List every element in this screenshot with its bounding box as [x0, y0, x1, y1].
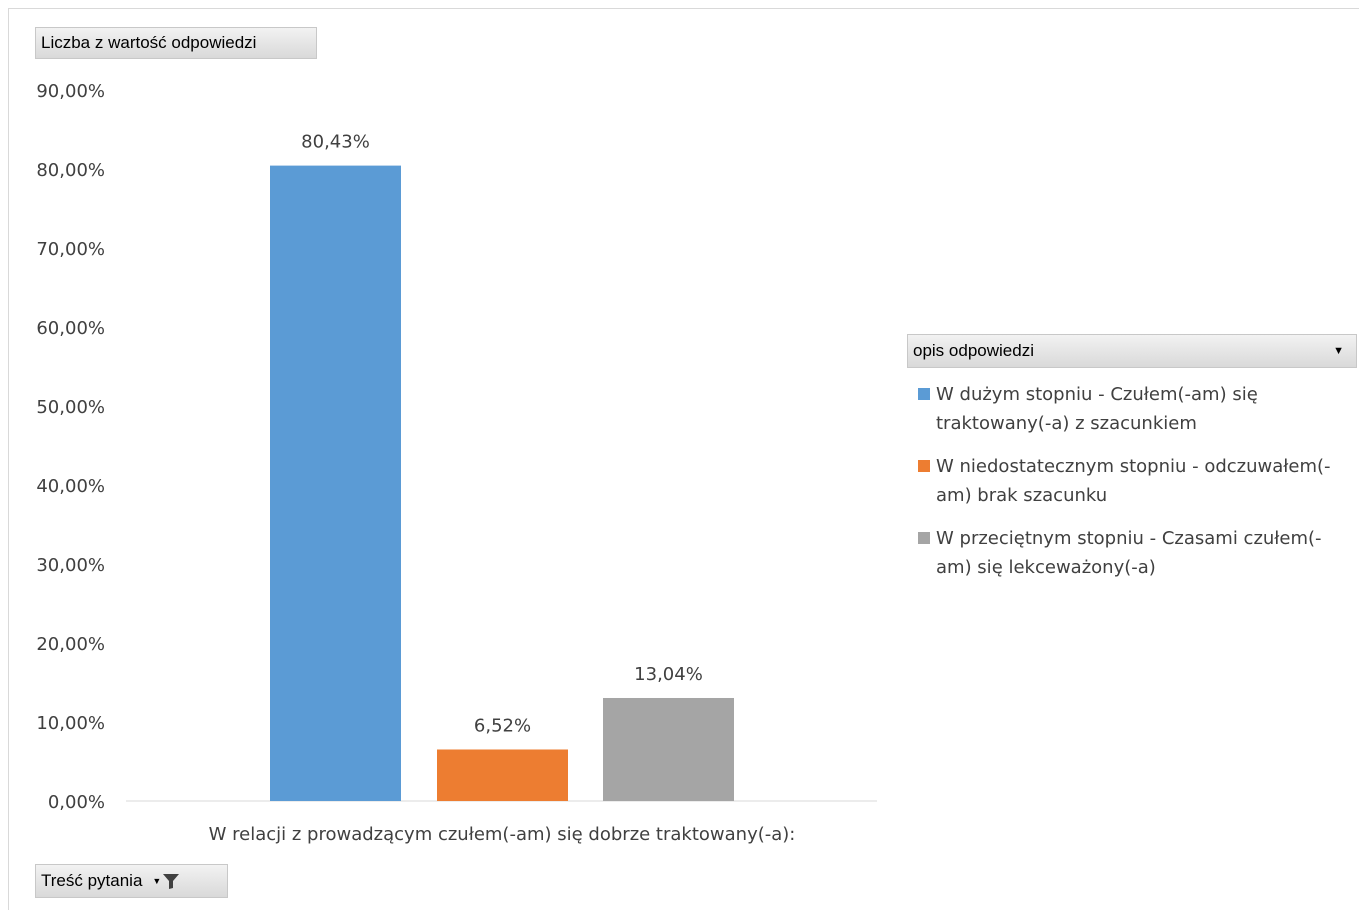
y-tick-label: 10,00% [36, 713, 105, 734]
bar[interactable] [603, 697, 734, 801]
legend-item[interactable]: W przeciętnym stopniu - Czasami czułem(-… [918, 524, 1353, 582]
bar[interactable] [270, 165, 401, 801]
bar[interactable] [437, 749, 568, 801]
y-tick-label: 40,00% [36, 476, 105, 497]
legend-item[interactable]: W niedostatecznym stopniu - odczuwałem(-… [918, 452, 1353, 510]
y-axis: 0,00% 10,00% 20,00% 30,00% 40,00% 50,00% 60,00… [36, 81, 105, 813]
legend: W dużym stopniu - Czułem(-am) się trakto… [918, 380, 1353, 596]
y-tick-label: 50,00% [36, 397, 105, 418]
y-tick-label: 70,00% [36, 239, 105, 260]
x-category-label: W relacji z prowadzącym czułem(-am) się … [209, 824, 796, 845]
y-tick-label: 0,00% [48, 792, 105, 813]
triangle-down-icon: ▼ [152, 876, 162, 886]
funnel-filter-icon [163, 874, 180, 889]
value-field-button[interactable]: Liczba z wartość odpowiedzi [35, 27, 317, 59]
y-tick-label: 20,00% [36, 634, 105, 655]
legend-field-button[interactable]: opis odpowiedzi ▼ [907, 334, 1357, 368]
chart-frame [8, 8, 1359, 910]
data-label: 80,43% [301, 132, 370, 153]
axis-field-label: Treść pytania [41, 871, 143, 890]
axis-field-button[interactable]: Treść pytania ▼ [35, 864, 228, 898]
legend-swatch [918, 460, 930, 472]
legend-label: W dużym stopniu - Czułem(-am) się trakto… [936, 384, 1258, 434]
data-label: 6,52% [474, 715, 531, 736]
filter-dropdown[interactable]: ▼ [152, 872, 180, 890]
bars: 80,43% 6,52% 13,04% [270, 132, 734, 801]
legend-swatch [918, 388, 930, 400]
y-tick-label: 60,00% [36, 318, 105, 339]
y-tick-label: 80,00% [36, 160, 105, 181]
legend-label: W przeciętnym stopniu - Czasami czułem(-… [936, 528, 1322, 578]
value-field-label: Liczba z wartość odpowiedzi [41, 33, 257, 52]
legend-label: W niedostatecznym stopniu - odczuwałem(-… [936, 456, 1331, 506]
legend-swatch [918, 532, 930, 544]
y-tick-label: 30,00% [36, 555, 105, 576]
y-tick-label: 90,00% [36, 81, 105, 102]
triangle-down-icon[interactable]: ▼ [1333, 345, 1344, 357]
legend-field-label: opis odpowiedzi [913, 341, 1034, 360]
data-label: 13,04% [634, 664, 703, 685]
legend-item[interactable]: W dużym stopniu - Czułem(-am) się trakto… [918, 380, 1353, 438]
